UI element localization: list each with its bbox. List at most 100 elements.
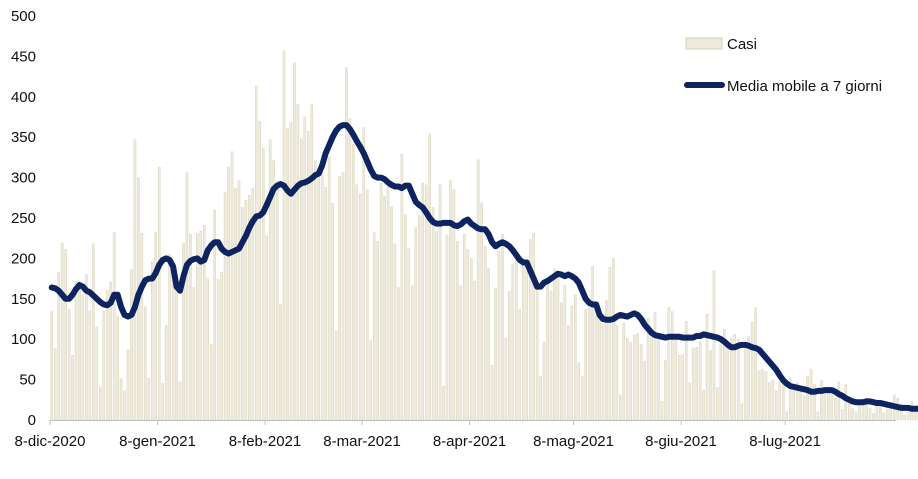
bar-casi [785, 411, 789, 421]
bar-casi [209, 343, 213, 421]
bar-casi [518, 309, 522, 421]
bar-casi [480, 202, 483, 421]
bar-casi [626, 338, 629, 421]
bar-casi [151, 261, 154, 421]
bar-casi [123, 390, 126, 421]
bar-casi [428, 133, 431, 421]
moving-average-line [48, 122, 918, 412]
legend: Casi Media mobile a 7 giorni [684, 36, 882, 95]
bar-casi [431, 207, 435, 421]
bar-casi [442, 385, 445, 421]
bar-casi [272, 160, 275, 421]
bar-casi [67, 309, 71, 421]
bar-casi [872, 413, 875, 421]
bar-casi [490, 364, 494, 421]
bar-casi [903, 414, 906, 421]
bar-casi [736, 339, 740, 421]
bar-casi [695, 347, 698, 421]
legend-label-media-mobile: Media mobile a 7 giorni [727, 78, 882, 95]
bar-casi [334, 330, 338, 421]
bar-casi [404, 214, 407, 421]
bar-casi [407, 248, 411, 421]
bar-casi [60, 242, 64, 421]
y-tick-label: 500 [11, 8, 36, 25]
bar-casi [764, 371, 768, 421]
bar-casi [116, 316, 119, 421]
bar-casi [355, 184, 359, 421]
bar-casi [147, 377, 151, 421]
bar-casi [383, 195, 386, 421]
bar-casi [882, 412, 886, 421]
bar-casi [303, 116, 307, 421]
bar-casi [570, 305, 574, 421]
bar-casi [861, 402, 865, 421]
bar-casi [799, 391, 802, 421]
bar-casi [671, 311, 674, 421]
bar-casi [726, 343, 730, 421]
legend-label-casi: Casi [727, 36, 757, 53]
bar-casi [327, 157, 331, 421]
bar-casi [906, 412, 910, 421]
bar-casi [587, 301, 591, 421]
bar-casi [854, 411, 858, 421]
bar-casi [698, 341, 702, 421]
y-tick-label: 400 [11, 89, 36, 106]
bar-casi [265, 235, 268, 421]
bar-casi [386, 180, 390, 421]
bar-casi [629, 342, 633, 421]
bar-casi [580, 376, 584, 421]
bar-casi [393, 243, 397, 421]
bar-casi [365, 189, 369, 421]
bar-casi [74, 280, 78, 421]
x-tick-label: 8-gen-2021 [119, 433, 196, 450]
bar-casi [820, 380, 823, 421]
bar-casi [352, 144, 355, 421]
bar-casi [98, 386, 102, 421]
bar-casi [674, 334, 678, 421]
bar-casi [574, 294, 577, 421]
bar-casi [899, 403, 903, 421]
bar-casi [338, 176, 341, 421]
bar-casi [192, 287, 196, 421]
bar-casi [379, 183, 383, 421]
bar-casi [556, 275, 560, 421]
bar-casi [279, 304, 282, 421]
x-tick-label: 8-feb-2021 [229, 433, 302, 450]
bar-casi [709, 350, 712, 421]
bar-casi [868, 407, 872, 421]
bar-casi [341, 172, 345, 421]
bar-casi [643, 360, 646, 421]
bar-casi [223, 191, 227, 421]
bar-casi [234, 187, 237, 421]
x-tick-label: 8-lug-2021 [749, 433, 821, 450]
bar-casi [497, 250, 501, 421]
bar-casi [771, 380, 775, 421]
y-tick-label: 300 [11, 170, 36, 187]
bar-casi [847, 400, 851, 421]
bar-casi [95, 326, 99, 421]
bar-casi [161, 383, 164, 421]
bar-casi [636, 333, 639, 421]
legend-swatch-casi [685, 37, 723, 50]
bar-casi [730, 338, 733, 421]
bar-casi [612, 258, 615, 421]
bar-casi [185, 172, 189, 421]
bar-casi [310, 103, 314, 421]
bar-casi [494, 288, 497, 421]
bar-casi [424, 184, 428, 421]
bar-casi [220, 271, 223, 421]
bar-casi [227, 166, 230, 421]
x-tick-label: 8-apr-2021 [433, 433, 506, 450]
bar-casi [511, 263, 515, 421]
y-tick-label: 150 [11, 291, 36, 308]
bar-casi [757, 370, 761, 421]
bar-casi [816, 411, 820, 421]
bar-casi [802, 395, 806, 421]
bar-casi [324, 187, 327, 421]
bar-casi [601, 323, 605, 421]
bar-casi [681, 354, 685, 421]
bar-casi [376, 241, 379, 421]
bar-casi [345, 67, 348, 421]
bar-casi [542, 342, 546, 421]
